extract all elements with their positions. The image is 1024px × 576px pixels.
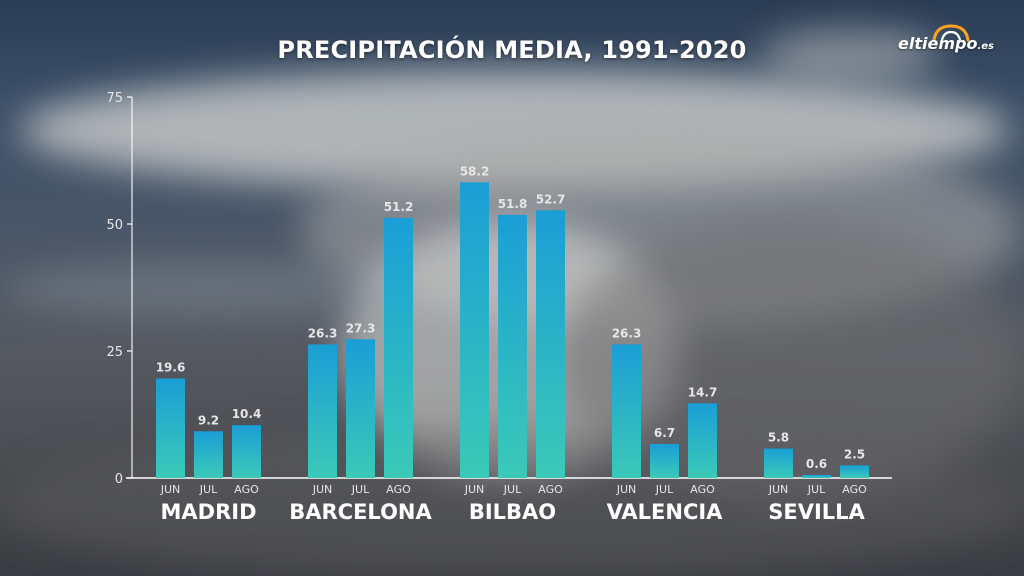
bar <box>840 465 869 478</box>
brand-logo-text: eltiempo.es <box>898 34 994 53</box>
bar <box>688 403 717 478</box>
bar <box>764 448 793 478</box>
y-tick-label: 75 <box>106 91 123 106</box>
data-label: 14.7 <box>688 385 718 399</box>
city-label: MADRID <box>161 500 257 524</box>
x-tick-label: AGO <box>842 483 867 496</box>
bar <box>460 182 489 478</box>
brand-logo-domain: .es <box>977 41 994 52</box>
cloud-shape <box>0 260 420 320</box>
bar <box>384 217 413 479</box>
data-label: 52.7 <box>536 192 566 206</box>
x-tick-label: AGO <box>690 483 715 496</box>
data-label: 26.3 <box>612 326 642 340</box>
cloud-shape <box>760 30 940 80</box>
bar <box>612 344 641 478</box>
data-label: 26.3 <box>308 326 338 340</box>
bar <box>308 344 337 478</box>
data-label: 6.7 <box>654 426 675 440</box>
x-tick-label: AGO <box>538 483 563 496</box>
x-tick-label: JUN <box>768 483 789 496</box>
city-label: BARCELONA <box>289 500 432 524</box>
bar <box>650 443 679 478</box>
data-label: 51.8 <box>498 197 528 211</box>
x-tick-label: JUL <box>655 483 674 496</box>
bar <box>156 378 185 478</box>
city-label: SEVILLA <box>768 500 865 524</box>
x-tick-label: JUN <box>160 483 181 496</box>
x-tick-label: JUN <box>616 483 637 496</box>
data-label: 5.8 <box>768 431 789 445</box>
x-tick-label: JUN <box>464 483 485 496</box>
sun-cloud-icon <box>932 24 970 42</box>
data-label: 9.2 <box>198 413 219 427</box>
data-label: 51.2 <box>384 200 414 214</box>
x-tick-label: AGO <box>234 483 259 496</box>
data-label: 0.6 <box>806 457 827 471</box>
y-tick-label: 25 <box>106 345 123 360</box>
bar <box>536 210 565 478</box>
x-tick-label: JUL <box>199 483 218 496</box>
chart-title: PRECIPITACIÓN MEDIA, 1991-2020 <box>277 36 747 64</box>
bar <box>498 214 527 478</box>
x-tick-label: JUL <box>807 483 826 496</box>
data-label: 27.3 <box>346 321 376 335</box>
x-tick-label: JUN <box>312 483 333 496</box>
brand-logo-main: eltiempo <box>898 34 978 53</box>
bar <box>346 339 375 478</box>
city-label: VALENCIA <box>607 500 724 524</box>
x-tick-label: AGO <box>386 483 411 496</box>
data-label: 58.2 <box>460 164 490 178</box>
bar <box>232 425 261 478</box>
city-label: BILBAO <box>469 500 556 524</box>
x-tick-label: JUL <box>351 483 370 496</box>
y-tick-label: 50 <box>106 218 123 233</box>
bar <box>802 474 831 478</box>
data-label: 19.6 <box>156 360 186 374</box>
bar <box>194 431 223 478</box>
brand-logo: eltiempo.es <box>898 22 1008 62</box>
y-tick-label: 0 <box>115 472 123 487</box>
x-tick-label: JUL <box>503 483 522 496</box>
data-label: 2.5 <box>844 447 865 461</box>
data-label: 10.4 <box>232 407 262 421</box>
